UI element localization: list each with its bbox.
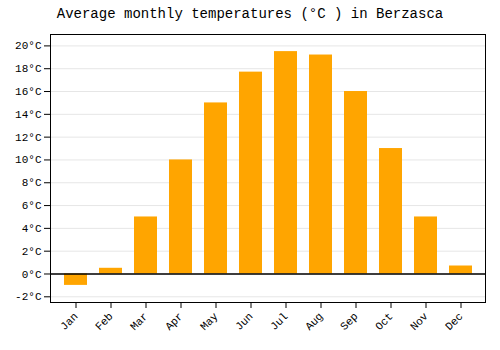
- svg-text:16°C: 16°C: [15, 86, 42, 98]
- svg-text:20°C: 20°C: [15, 40, 42, 52]
- svg-text:2°C: 2°C: [22, 246, 42, 258]
- svg-text:Jul: Jul: [268, 310, 290, 332]
- svg-text:4°C: 4°C: [22, 223, 42, 235]
- svg-text:6°C: 6°C: [22, 200, 42, 212]
- svg-text:Nov: Nov: [408, 310, 431, 333]
- svg-text:8°C: 8°C: [22, 177, 42, 189]
- svg-text:Oct: Oct: [373, 310, 395, 332]
- svg-text:Dec: Dec: [443, 310, 465, 332]
- svg-text:Feb: Feb: [93, 310, 115, 332]
- svg-text:Jun: Jun: [233, 310, 255, 332]
- svg-text:Apr: Apr: [163, 310, 185, 332]
- svg-text:Jan: Jan: [58, 310, 80, 332]
- svg-text:10°C: 10°C: [15, 154, 42, 166]
- svg-text:May: May: [198, 310, 221, 333]
- svg-text:14°C: 14°C: [15, 109, 42, 121]
- svg-text:0°C: 0°C: [22, 269, 42, 281]
- svg-text:18°C: 18°C: [15, 63, 42, 75]
- svg-text:Aug: Aug: [303, 310, 325, 332]
- svg-text:12°C: 12°C: [15, 132, 42, 144]
- html-text:Average monthly temperatures (: Average monthly temperatures (°C ) in Be…: [56, 6, 444, 22]
- svg-text:-2°C: -2°C: [15, 291, 42, 303]
- svg-text:Sep: Sep: [338, 310, 360, 332]
- svg-text:Mar: Mar: [128, 310, 150, 332]
